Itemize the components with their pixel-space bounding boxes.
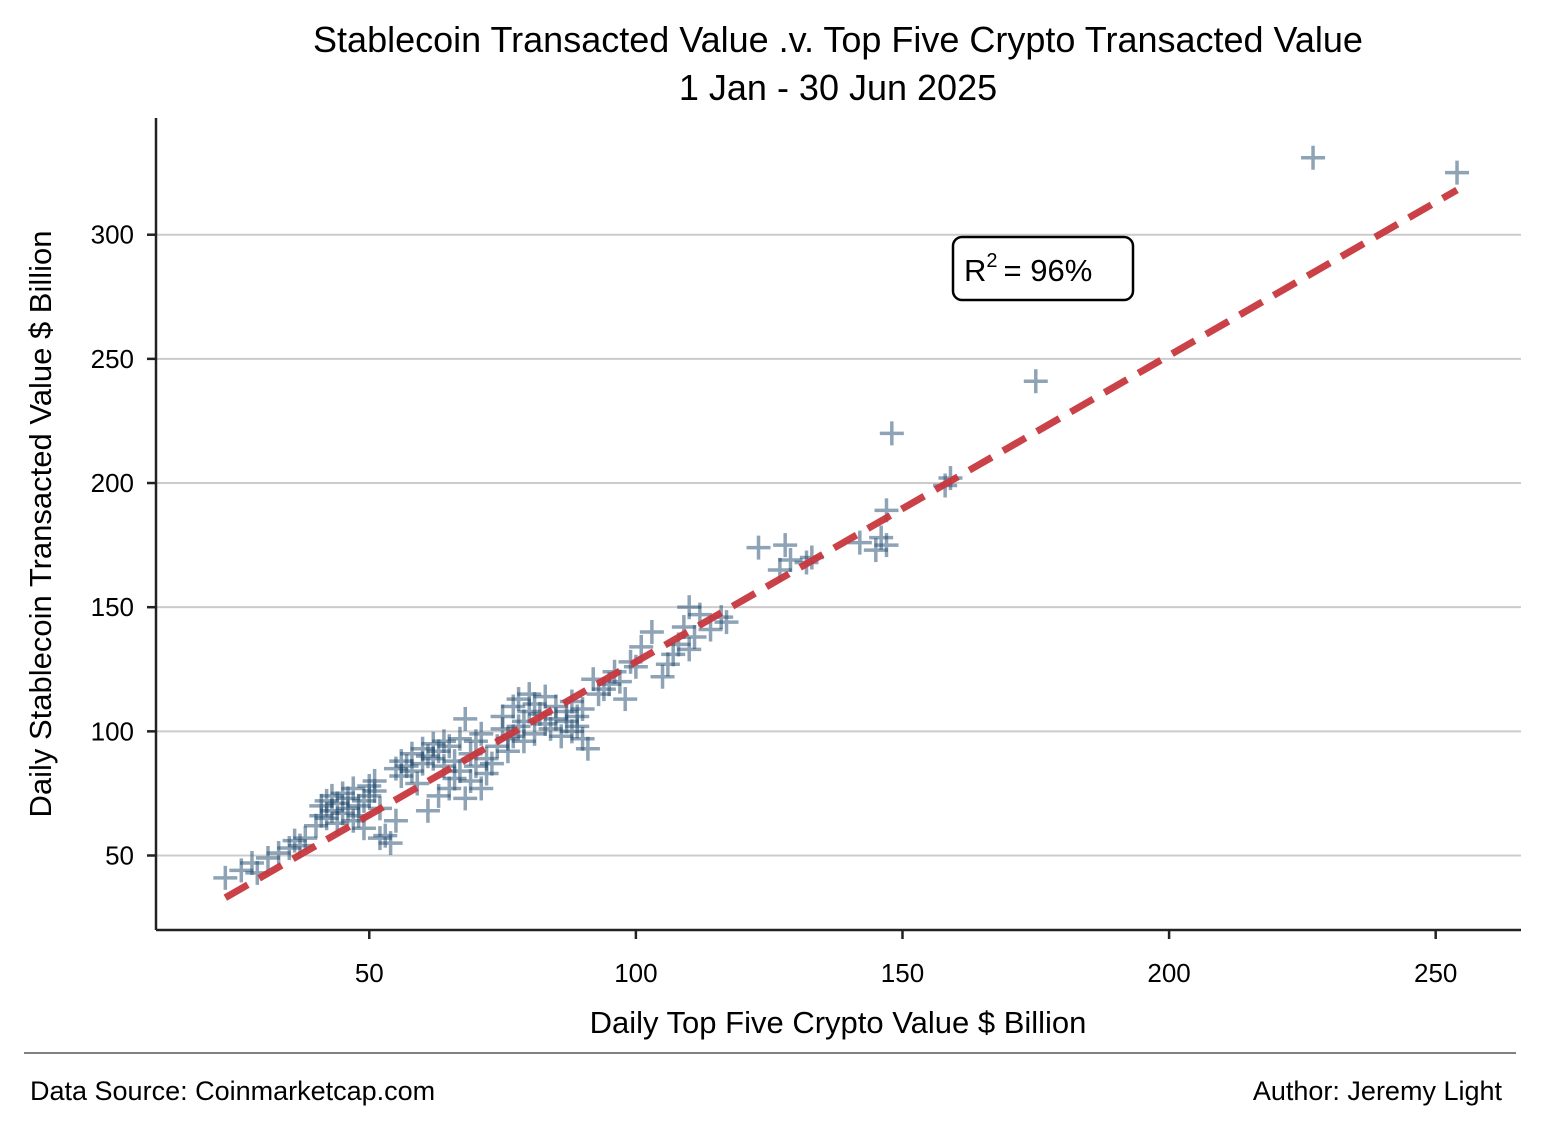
data-point: [575, 736, 600, 761]
y-tick-label: 200: [91, 468, 134, 498]
data-point: [650, 664, 675, 689]
data-point: [714, 610, 739, 635]
data-point: [378, 831, 403, 856]
data-point: [453, 786, 478, 811]
data-point: [522, 721, 547, 746]
data-point: [469, 721, 494, 746]
data-point: [453, 706, 478, 731]
data-point: [357, 773, 382, 798]
data-point: [479, 751, 504, 776]
data-point: [549, 724, 574, 749]
data-point: [554, 709, 579, 734]
r-squared-box: [951, 235, 1135, 302]
data-point: [309, 793, 334, 818]
y-tick-label: 250: [91, 344, 134, 374]
data-point: [293, 826, 318, 851]
data-point: [437, 776, 462, 801]
r-squared-label: R2 = 96%: [964, 250, 1092, 288]
data-point: [847, 530, 872, 555]
data-point: [495, 739, 520, 764]
x-axis-label: Daily Top Five Crypto Value $ Billion: [590, 1005, 1087, 1040]
x-axis-ticks: 50 100 150 200 250: [355, 930, 1457, 988]
data-point: [639, 620, 664, 645]
data-point: [367, 826, 392, 851]
y-axis-ticks: 50 100 150 200 250 300: [91, 220, 156, 871]
y-tick-label: 100: [91, 716, 134, 746]
chart-subtitle: 1 Jan - 30 Jun 2025: [679, 67, 997, 108]
data-point: [383, 808, 408, 833]
data-point: [469, 776, 494, 801]
data-point: [506, 687, 531, 712]
trendline-group: [223, 186, 1459, 901]
data-point: [426, 739, 451, 764]
x-tick-label: 50: [355, 958, 384, 988]
y-axis-label: Daily Stablecoin Transacted Value $ Bill…: [23, 230, 58, 817]
data-point: [517, 682, 542, 707]
data-point: [506, 714, 531, 739]
trend-line: [223, 186, 1459, 901]
data-point: [447, 726, 472, 751]
data-point: [394, 754, 419, 779]
data-point: [415, 798, 440, 823]
x-tick-label: 100: [614, 958, 657, 988]
data-point: [330, 781, 355, 806]
data-point: [474, 746, 499, 771]
data-point: [655, 652, 680, 677]
data-point: [490, 704, 515, 729]
data-point: [879, 421, 904, 446]
data-point: [565, 714, 590, 739]
data-point: [239, 850, 264, 875]
data-point: [213, 865, 238, 890]
data-point: [314, 788, 339, 813]
data-point: [778, 548, 803, 573]
data-point: [266, 841, 291, 866]
data-point: [661, 642, 686, 667]
data-point: [1301, 145, 1326, 170]
grid-lines: [156, 233, 1521, 857]
data-source-text: Data Source: Coinmarketcap.com: [30, 1076, 435, 1106]
data-point: [677, 637, 702, 662]
data-point: [570, 726, 595, 751]
y-tick-label: 50: [105, 841, 134, 871]
data-point: [863, 538, 888, 563]
data-points: [213, 145, 1470, 890]
data-point: [613, 687, 638, 712]
r-squared-annotation: R2 = 96%: [951, 235, 1135, 302]
x-tick-label: 250: [1414, 958, 1457, 988]
r-squared-value: = 96%: [1004, 253, 1093, 288]
data-point: [1023, 369, 1048, 394]
data-point: [351, 788, 376, 813]
data-point: [325, 791, 350, 816]
r-squared-superscript: 2: [986, 250, 997, 272]
data-point: [389, 764, 414, 789]
x-tick-label: 200: [1147, 958, 1190, 988]
data-point: [399, 741, 424, 766]
author-text: Author: Jeremy Light: [1253, 1076, 1503, 1106]
data-point: [746, 535, 771, 560]
chart-title: Stablecoin Transacted Value .v. Top Five…: [313, 19, 1363, 60]
data-point: [773, 533, 798, 558]
data-point: [255, 845, 280, 870]
data-point: [341, 776, 366, 801]
y-tick-label: 150: [91, 592, 134, 622]
data-point: [533, 684, 558, 709]
data-point: [415, 744, 440, 769]
data-point: [570, 696, 595, 721]
data-point: [362, 769, 387, 794]
data-point: [1445, 160, 1470, 185]
data-point: [431, 729, 456, 754]
data-point: [282, 828, 307, 853]
data-point: [682, 624, 707, 649]
y-tick-label: 300: [91, 220, 134, 250]
data-point: [874, 533, 899, 558]
x-tick-label: 150: [881, 958, 924, 988]
data-point: [405, 771, 430, 796]
